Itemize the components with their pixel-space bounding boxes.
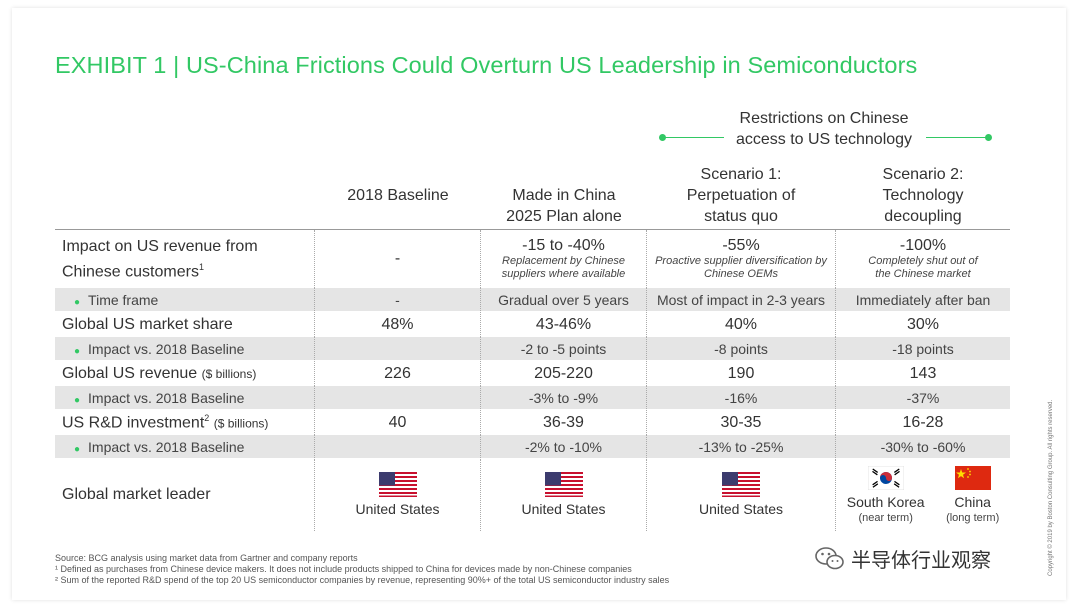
cell-leader-baseline: United States bbox=[315, 459, 480, 531]
table-row: ● Time frame - Gradual over 5 years Most … bbox=[55, 288, 1010, 311]
row-label-time-frame: ● Time frame bbox=[74, 291, 159, 308]
cell-leader-mic: United States bbox=[481, 459, 646, 531]
col-header-mic2025: Made in China 2025 Plan alone bbox=[506, 187, 622, 225]
row-label-us-revenue-impact: ● Impact vs. 2018 Baseline bbox=[74, 389, 245, 406]
cell-market-share-s2: 30% bbox=[906, 315, 940, 333]
row-label-market-leader: Global market leader bbox=[62, 486, 211, 503]
footnote-2: ² Sum of the reported R&D spend of the t… bbox=[55, 575, 670, 585]
cell-us-revenue-s2: 143 bbox=[909, 364, 937, 382]
cell-us-revenue-impact-s1: -16% bbox=[724, 389, 758, 406]
table-row: ● Impact vs. 2018 Baseline -3% to -9% -16… bbox=[55, 386, 1010, 409]
row-label-market-share-impact: ● Impact vs. 2018 Baseline bbox=[74, 340, 245, 357]
restrictions-line-right-dot bbox=[985, 134, 992, 141]
table-row: Global US market share 48% 43-46% 40% 30… bbox=[55, 312, 1010, 337]
cell-us-revenue-s1: 190 bbox=[727, 364, 755, 382]
cell-revenue-impact-s2: -100% Completely shut out of the Chinese… bbox=[868, 237, 978, 280]
cell-rd-baseline: 40 bbox=[388, 413, 407, 431]
cell-us-revenue-baseline: 226 bbox=[384, 364, 411, 382]
restrictions-line-left bbox=[662, 137, 724, 138]
cell-time-frame-s2: Immediately after ban bbox=[855, 291, 991, 308]
watermark-text: 半导体行业观察 bbox=[851, 550, 991, 572]
cell-market-share-mic: 43-46% bbox=[535, 315, 592, 333]
exhibit-title: EXHIBIT 1 | US-China Frictions Could Ove… bbox=[55, 52, 918, 78]
footnote-1: ¹ Defined as purchases from Chinese devi… bbox=[55, 564, 632, 574]
row-label-rd-investment: US R&D investment2 ($ billions) bbox=[62, 412, 269, 432]
cell-us-revenue-impact-s2: -37% bbox=[906, 389, 940, 406]
cell-rd-mic: 36-39 bbox=[543, 413, 584, 431]
row-label-us-revenue: Global US revenue ($ billions) bbox=[62, 364, 257, 382]
table-row: ● Impact vs. 2018 Baseline -2 to -5 point… bbox=[55, 337, 1010, 360]
china-flag-icon bbox=[954, 465, 991, 490]
cell-rd-impact-s1: -13% to -25% bbox=[698, 438, 784, 455]
table-row: Global market leader United States Unite… bbox=[55, 459, 1010, 531]
us-flag-icon bbox=[544, 472, 583, 497]
cell-market-share-s1: 40% bbox=[724, 315, 758, 333]
cell-market-share-impact-baseline bbox=[315, 337, 480, 360]
korea-flag-icon bbox=[867, 465, 904, 490]
cell-rd-s1: 30-35 bbox=[720, 413, 762, 431]
table-row: US R&D investment2 ($ billions) 40 36-39… bbox=[55, 410, 1010, 435]
row-label-market-share: Global US market share bbox=[62, 315, 233, 333]
cell-leader-s2: South Korea (near term) China (long term… bbox=[836, 459, 1010, 531]
table-row: Global US revenue ($ billions) 226 205-2… bbox=[55, 361, 1010, 386]
cell-revenue-impact-mic: -15 to -40% Replacement by Chinese suppl… bbox=[501, 237, 626, 280]
cell-revenue-impact-baseline: - bbox=[394, 250, 401, 267]
cell-us-revenue-impact-mic: -3% to -9% bbox=[528, 389, 599, 406]
wechat-icon bbox=[815, 546, 844, 569]
table-top-rule bbox=[55, 229, 1010, 230]
leader-south-korea: South Korea (near term) bbox=[847, 465, 925, 525]
cell-market-share-baseline: 48% bbox=[381, 315, 414, 333]
cell-time-frame-baseline: - bbox=[395, 291, 400, 308]
us-flag-icon bbox=[722, 472, 760, 497]
restrictions-line-right bbox=[926, 137, 988, 138]
cell-time-frame-s1: Most of impact in 2-3 years bbox=[656, 291, 826, 308]
cell-rd-impact-mic: -2% to -10% bbox=[524, 438, 603, 455]
cell-rd-s2: 16-28 bbox=[902, 413, 944, 431]
copyright-notice: Copyright © 2019 by Boston Consulting Gr… bbox=[1048, 399, 1054, 576]
cell-revenue-impact-s1: -55% Proactive supplier diversification … bbox=[655, 237, 827, 280]
col-header-baseline: 2018 Baseline bbox=[347, 187, 449, 204]
cell-us-revenue-mic: 205-220 bbox=[534, 364, 593, 382]
cell-market-share-impact-s1: -8 points bbox=[714, 340, 768, 357]
footnote-source: Source: BCG analysis using market data f… bbox=[55, 553, 358, 563]
cell-market-share-impact-s2: -18 points bbox=[892, 340, 954, 357]
cell-leader-s1: United States bbox=[647, 459, 835, 531]
col-header-scenario2: Scenario 2: Technology decoupling bbox=[882, 166, 964, 225]
row-label-rd-impact: ● Impact vs. 2018 Baseline bbox=[74, 438, 245, 455]
watermark: 半导体行业观察 bbox=[815, 544, 991, 573]
cell-rd-impact-s2: -30% to -60% bbox=[880, 438, 966, 455]
cell-us-revenue-impact-baseline bbox=[315, 386, 480, 409]
cell-market-share-impact-mic: -2 to -5 points bbox=[520, 340, 607, 357]
col-header-scenario1: Scenario 1: Perpetuation of status quo bbox=[686, 166, 796, 225]
leader-china: China (long term) bbox=[946, 465, 999, 525]
cell-rd-impact-baseline bbox=[315, 435, 480, 458]
restrictions-header: Restrictions on Chinese access to US tec… bbox=[735, 110, 913, 148]
cell-time-frame-mic: Gradual over 5 years bbox=[498, 291, 629, 308]
us-flag-icon bbox=[378, 472, 417, 497]
table-row: Impact on US revenue from Chinese custom… bbox=[55, 230, 1010, 288]
row-label-revenue-impact: Impact on US revenue from Chinese custom… bbox=[62, 237, 258, 281]
table-row: ● Impact vs. 2018 Baseline -2% to -10% -1… bbox=[55, 435, 1010, 458]
